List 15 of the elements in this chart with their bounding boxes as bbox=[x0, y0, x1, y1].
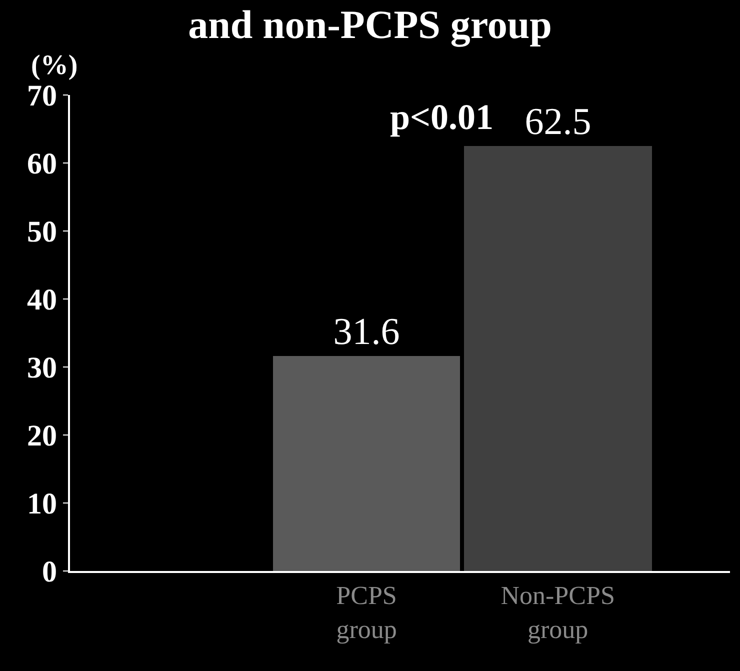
x-tick-label: PCPS group bbox=[336, 581, 397, 644]
data-label: 62.5 bbox=[524, 101, 592, 143]
y-tick-label: 10 bbox=[27, 488, 57, 520]
x-tick-label: Non-PCPS group bbox=[500, 581, 615, 644]
y-tick-label: 40 bbox=[27, 284, 57, 316]
y-tick-label: 30 bbox=[27, 352, 57, 384]
y-tick-label: 50 bbox=[27, 216, 57, 248]
y-tick-label: 0 bbox=[42, 556, 57, 588]
annotation: p<0.01 bbox=[390, 97, 494, 137]
y-tick-label: 70 bbox=[27, 80, 57, 112]
data-label: 31.6 bbox=[333, 311, 400, 353]
chart-title: and non-PCPS group bbox=[188, 2, 552, 48]
y-tick-label: 60 bbox=[27, 148, 57, 180]
y-axis-title: (%) bbox=[31, 50, 78, 81]
y-tick-label: 20 bbox=[27, 420, 57, 452]
